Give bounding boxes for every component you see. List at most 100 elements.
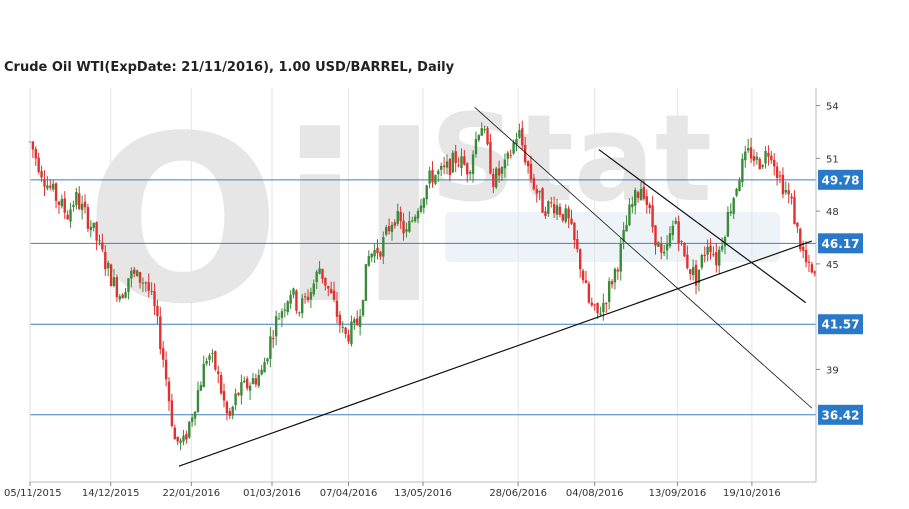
candle-body: [373, 250, 376, 257]
x-tick-label-9: 19/10/2016: [723, 488, 781, 499]
candle-body: [182, 435, 185, 442]
candle-body: [503, 159, 507, 169]
candle-body: [225, 401, 229, 414]
x-tick-label-5: 13/05/2016: [394, 488, 452, 499]
candle-body: [700, 255, 704, 268]
candle-body: [758, 158, 761, 170]
candle-body: [552, 204, 556, 214]
x-tick-label-3: 01/03/2016: [243, 488, 301, 499]
candle-body: [387, 226, 391, 232]
candle-body: [622, 229, 625, 242]
candle-body: [434, 175, 437, 184]
candle-body: [63, 198, 66, 213]
level-label-0: 49.78: [822, 173, 860, 187]
candle-body: [54, 183, 58, 201]
candle-body: [353, 319, 356, 323]
candle-body: [80, 203, 84, 211]
candle-body: [636, 192, 640, 198]
candle-body: [602, 302, 605, 313]
candle-body: [535, 189, 538, 194]
candle-body: [332, 290, 336, 300]
candle-body: [89, 226, 93, 231]
candle-body: [555, 205, 559, 215]
candle-body: [118, 296, 121, 300]
candle-body: [37, 157, 40, 172]
candle-body: [66, 214, 69, 220]
candle-body: [590, 302, 593, 306]
level-box-1: [818, 233, 863, 254]
candle-body: [613, 268, 617, 283]
candle-body: [376, 247, 379, 254]
candle-body: [95, 222, 98, 241]
candle-body: [512, 142, 515, 154]
candle-body: [164, 359, 168, 380]
candles: [28, 120, 816, 451]
candle-body: [573, 222, 576, 241]
candle-body: [257, 374, 260, 386]
candle-body: [732, 198, 735, 214]
candle-body: [570, 218, 573, 224]
candle-body: [301, 298, 304, 314]
candle-body: [289, 294, 292, 304]
candle-body: [196, 390, 200, 412]
candle-body: [529, 163, 533, 179]
candle-body: [735, 188, 738, 196]
candle-body: [269, 336, 272, 359]
candle-body: [402, 220, 405, 234]
level-label-1: 46.17: [822, 237, 860, 251]
candle-body: [689, 269, 692, 274]
candle-body: [72, 204, 75, 207]
candle-body: [396, 211, 399, 224]
candle-body: [489, 141, 492, 174]
candle-body: [318, 268, 321, 274]
candle-body: [31, 141, 35, 150]
candle-body: [468, 171, 472, 174]
candle-body: [399, 211, 402, 222]
candle-body: [57, 201, 61, 205]
candle-body: [607, 281, 611, 302]
candle-body: [804, 249, 808, 263]
candle-body: [723, 237, 727, 247]
candle-body: [217, 371, 220, 374]
candle-body: [686, 254, 689, 269]
candle-body: [130, 270, 133, 279]
candle-body: [651, 205, 654, 228]
candle-body: [292, 288, 295, 295]
candle-body: [425, 185, 428, 200]
candle-body: [382, 237, 385, 257]
x-tick-label-6: 28/06/2016: [489, 488, 547, 499]
candle-body: [532, 178, 536, 190]
candle-body: [518, 130, 521, 138]
candle-body: [356, 318, 359, 326]
candle-body: [347, 334, 350, 342]
candle-body: [801, 246, 805, 251]
candle-body: [709, 245, 712, 253]
candle-body: [251, 378, 255, 385]
candle-body: [744, 151, 747, 161]
candle-body: [121, 294, 124, 299]
candle-body: [442, 165, 446, 168]
candle-body: [393, 222, 397, 226]
candle-body: [92, 222, 95, 229]
candle-body: [755, 156, 759, 160]
candle-body: [639, 188, 643, 201]
candle-body: [219, 375, 223, 394]
trendline-falling-resistance: [474, 107, 813, 409]
candle-body: [124, 291, 127, 298]
candle-body: [405, 229, 408, 232]
candle-body: [51, 183, 55, 190]
candle-body: [726, 212, 730, 237]
candle-body: [370, 253, 373, 258]
level-box-0: [818, 169, 863, 190]
candle-body: [538, 190, 541, 193]
candle-body: [245, 378, 249, 389]
candle-body: [576, 239, 579, 250]
candle-body: [738, 180, 741, 191]
candle-body: [567, 208, 570, 219]
x-tick-label-4: 07/04/2016: [320, 488, 378, 499]
y-tick-label-3: 45: [826, 260, 839, 271]
candle-body: [581, 270, 585, 281]
candle-body: [341, 326, 344, 328]
candle-body: [457, 165, 460, 167]
candle-body: [454, 151, 457, 164]
